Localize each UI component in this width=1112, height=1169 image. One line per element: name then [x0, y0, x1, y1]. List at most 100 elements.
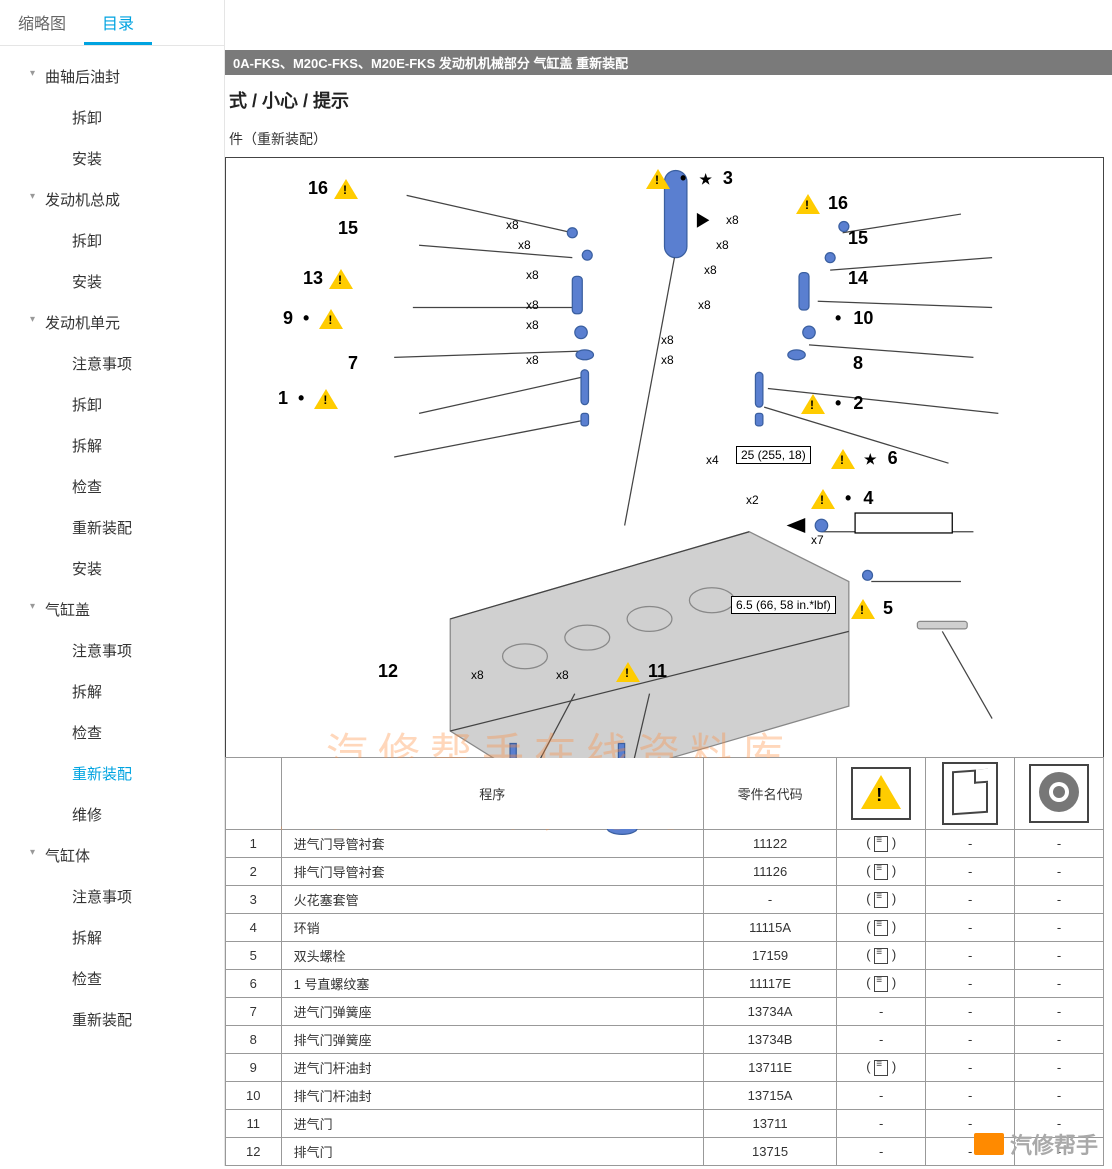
th-procedure: 程序 — [281, 758, 703, 830]
cell-code: 13711E — [703, 1054, 836, 1082]
torque-spec: 6.5 (66, 58 in.*lbf) — [731, 596, 836, 614]
cell-warn: ( ) — [837, 970, 926, 998]
cell-warn: - — [837, 998, 926, 1026]
qty-label: x8 — [506, 218, 519, 232]
doc-icon[interactable] — [874, 836, 888, 852]
brand-text: 汽修帮手 — [1010, 1128, 1098, 1160]
main-content: 0A-FKS、M20C-FKS、M20E-FKS 发动机机械部分 气缸盖 重新装… — [225, 0, 1112, 1166]
doc-icon[interactable] — [874, 864, 888, 880]
cell-warn: - — [837, 1026, 926, 1054]
tree-child[interactable]: 拆卸 — [0, 97, 224, 138]
section-subnote: 件（重新装配） — [225, 125, 1112, 157]
table-row: 9进气门杆油封13711E( )-- — [226, 1054, 1104, 1082]
breadcrumb: 0A-FKS、M20C-FKS、M20E-FKS 发动机机械部分 气缸盖 重新装… — [225, 50, 1112, 75]
tree-parent[interactable]: 气缸体 — [0, 835, 224, 876]
cell-gear: - — [1015, 1082, 1104, 1110]
nav-tree: 曲轴后油封拆卸安装发动机总成拆卸安装发动机单元注意事项拆卸拆解检查重新装配安装气… — [0, 46, 224, 1050]
diagram-callout: 9 — [281, 308, 343, 329]
diagram-callout: 3 — [646, 168, 733, 189]
diagram-callout: 11 — [616, 661, 667, 682]
cell-gear: - — [1015, 1054, 1104, 1082]
diagram-callout: 6 — [831, 448, 898, 469]
cell-name: 排气门弹簧座 — [281, 1026, 703, 1054]
cell-index: 10 — [226, 1082, 282, 1110]
tree-child[interactable]: 安装 — [0, 138, 224, 179]
tree-child[interactable]: 重新装配 — [0, 507, 224, 548]
doc-icon[interactable] — [874, 948, 888, 964]
cell-index: 11 — [226, 1110, 282, 1138]
tree-child[interactable]: 拆卸 — [0, 220, 224, 261]
tree-child[interactable]: 重新装配 — [0, 753, 224, 794]
table-row: 61 号直螺纹塞11117E( )-- — [226, 970, 1104, 998]
cell-code: 13734A — [703, 998, 836, 1026]
tree-child[interactable]: 检查 — [0, 712, 224, 753]
tree-parent[interactable]: 发动机单元 — [0, 302, 224, 343]
tab-thumbnails[interactable]: 缩略图 — [0, 0, 84, 45]
tree-child[interactable]: 拆卸 — [0, 384, 224, 425]
warning-icon — [646, 169, 670, 189]
tree-child[interactable]: 注意事项 — [0, 343, 224, 384]
tree-child[interactable]: 注意事项 — [0, 630, 224, 671]
cell-index: 9 — [226, 1054, 282, 1082]
tree-parent[interactable]: 气缸盖 — [0, 589, 224, 630]
table-row: 8排气门弹簧座13734B--- — [226, 1026, 1104, 1054]
warning-icon — [329, 269, 353, 289]
cell-warn: - — [837, 1138, 926, 1166]
th-gear — [1015, 758, 1104, 830]
warning-icon — [334, 179, 358, 199]
gear-icon — [1039, 772, 1079, 812]
tree-child[interactable]: 拆解 — [0, 917, 224, 958]
qty-label: x8 — [661, 333, 674, 347]
tree-child[interactable]: 拆解 — [0, 671, 224, 712]
doc-icon[interactable] — [874, 976, 888, 992]
cell-code: 17159 — [703, 942, 836, 970]
tree-child[interactable]: 拆解 — [0, 425, 224, 466]
cell-doc: - — [926, 1082, 1015, 1110]
tree-child[interactable]: 检查 — [0, 958, 224, 999]
cell-warn: - — [837, 1110, 926, 1138]
cell-code: 11117E — [703, 970, 836, 998]
diagram-callout: 10 — [831, 308, 873, 329]
tree-child[interactable]: 安装 — [0, 261, 224, 302]
tree-child[interactable]: 安装 — [0, 548, 224, 589]
cell-code: 11115A — [703, 914, 836, 942]
doc-icon[interactable] — [874, 1060, 888, 1076]
tab-contents[interactable]: 目录 — [84, 0, 152, 45]
cell-name: 排气门杆油封 — [281, 1082, 703, 1110]
tree-child[interactable]: 维修 — [0, 794, 224, 835]
diagram-callout: 7 — [346, 353, 358, 374]
tree-parent[interactable]: 发动机总成 — [0, 179, 224, 220]
cell-warn: ( ) — [837, 1054, 926, 1082]
diagram-callout: 15 — [336, 218, 358, 239]
cell-gear: - — [1015, 942, 1104, 970]
table-row: 11进气门13711--- — [226, 1110, 1104, 1138]
diagram-callout: 5 — [851, 598, 893, 619]
cell-gear: - — [1015, 970, 1104, 998]
sidebar-tabs: 缩略图 目录 — [0, 0, 224, 46]
cell-code: 13711 — [703, 1110, 836, 1138]
tree-parent[interactable]: 曲轴后油封 — [0, 56, 224, 97]
warning-icon — [801, 394, 825, 414]
cell-gear: - — [1015, 914, 1104, 942]
cell-index: 8 — [226, 1026, 282, 1054]
table-row: 7进气门弹簧座13734A--- — [226, 998, 1104, 1026]
cell-gear: - — [1015, 998, 1104, 1026]
table-row: 5双头螺栓17159( )-- — [226, 942, 1104, 970]
cell-warn: - — [837, 1082, 926, 1110]
qty-label: x8 — [526, 298, 539, 312]
cell-index: 6 — [226, 970, 282, 998]
doc-icon[interactable] — [874, 892, 888, 908]
doc-icon[interactable] — [874, 920, 888, 936]
qty-label: x8 — [556, 668, 569, 682]
tree-child[interactable]: 注意事项 — [0, 876, 224, 917]
tree-child[interactable]: 重新装配 — [0, 999, 224, 1040]
warning-icon — [831, 449, 855, 469]
qty-label: x8 — [716, 238, 729, 252]
parts-table-wrap: 程序 零件名代码 1进气门导管衬套11122( )--2排气门导管衬套11126… — [225, 757, 1104, 1166]
qty-label: x8 — [526, 268, 539, 282]
diagram-callout: 16 — [796, 193, 848, 214]
qty-label: x8 — [518, 238, 531, 252]
qty-label: x8 — [698, 298, 711, 312]
qty-label: x8 — [704, 263, 717, 277]
tree-child[interactable]: 检查 — [0, 466, 224, 507]
